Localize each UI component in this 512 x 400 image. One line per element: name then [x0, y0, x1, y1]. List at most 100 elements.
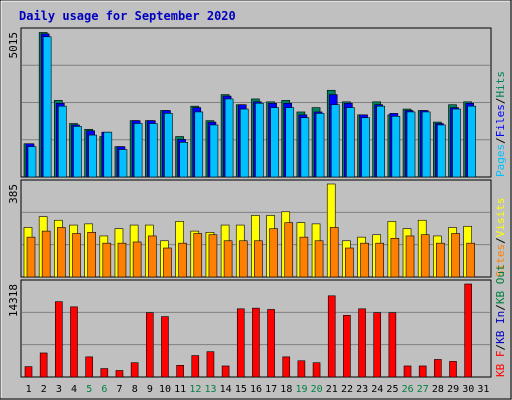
bar-kb-f-day-9 [145, 312, 154, 378]
bar-kb-f-day-29 [449, 361, 457, 378]
bar-kb-f-day-10 [161, 316, 169, 378]
bar-sites-day-9 [147, 235, 157, 278]
legend-entry: Hits [494, 71, 507, 98]
x-tick-day-27: 27 [417, 384, 429, 395]
bar-kb-f-day-30 [464, 283, 472, 378]
bar-sites-day-28 [436, 242, 445, 278]
bar-pages-day-21 [330, 104, 340, 178]
legend-entry: / [494, 304, 507, 311]
x-tick-day-26: 26 [402, 384, 414, 395]
bar-sites-day-16 [254, 240, 263, 278]
bar-pages-day-28 [437, 124, 446, 178]
bar-kb-f-day-4 [70, 306, 78, 378]
legend-entry: / [494, 137, 507, 144]
bar-pages-day-15 [239, 108, 249, 178]
bar-sites-day-15 [238, 240, 248, 278]
bar-pages-day-14 [224, 98, 234, 178]
bar-kb-f-day-14 [221, 365, 230, 378]
panel-visits-sites: 385 Sites/Visits [7, 179, 507, 278]
series-pages [27, 36, 476, 178]
bar-sites-day-20 [314, 240, 324, 278]
bar-pages-day-4 [73, 126, 82, 178]
bar-sites-day-7 [117, 242, 127, 278]
bar-pages-day-30 [467, 105, 476, 178]
bar-sites-day-24 [375, 242, 385, 278]
bar-sites-day-29 [451, 233, 460, 278]
x-tick-day-18: 18 [280, 384, 292, 395]
legend-entry: KB Out [494, 264, 507, 304]
x-tick-day-17: 17 [265, 384, 277, 395]
bar-pages-day-12 [194, 111, 204, 178]
x-tick-day-3: 3 [56, 384, 62, 395]
bar-pages-day-8 [133, 123, 143, 178]
legend-entry: / [494, 344, 507, 351]
bar-sites-day-12 [193, 233, 203, 278]
bar-pages-day-5 [88, 134, 97, 178]
bar-sites-day-27 [420, 234, 430, 278]
bar-pages-day-16 [255, 102, 264, 178]
bar-pages-day-19 [300, 117, 310, 178]
bar-pages-day-7 [118, 149, 128, 178]
bar-kb-f-day-2 [39, 352, 48, 378]
bar-kb-f-day-7 [115, 370, 124, 378]
bar-kb-f-day-20 [312, 362, 321, 378]
bar-kb-f-day-16 [252, 307, 260, 378]
bar-sites-day-18 [284, 222, 294, 278]
legend-entry: Visits [494, 198, 507, 238]
x-tick-day-23: 23 [356, 384, 368, 395]
x-tick-day-5: 5 [86, 384, 92, 395]
bar-pages-day-3 [58, 105, 67, 178]
bar-pages-day-18 [285, 107, 295, 178]
y-max-label: 385 [7, 184, 20, 204]
x-tick-day-4: 4 [71, 384, 77, 395]
bar-kb-f-day-23 [358, 308, 366, 378]
bar-pages-day-25 [391, 115, 401, 178]
x-tick-day-11: 11 [174, 384, 186, 395]
x-tick-day-10: 10 [159, 384, 171, 395]
bar-kb-f-day-5 [85, 356, 93, 378]
legend-entry: KB F [494, 351, 507, 378]
bar-pages-day-29 [452, 108, 461, 178]
bar-pages-day-13 [209, 124, 219, 178]
bar-kb-f-day-19 [297, 360, 306, 378]
x-tick-day-2: 2 [41, 384, 47, 395]
bar-pages-day-6 [103, 131, 113, 178]
series-kb-f [24, 283, 472, 378]
x-tick-day-21: 21 [326, 384, 338, 395]
x-tick-day-8: 8 [132, 384, 138, 395]
bar-sites-day-3 [57, 227, 66, 278]
bar-sites-day-23 [360, 242, 369, 278]
y-max-label: 5015 [7, 32, 20, 59]
legend-entry: Files [494, 104, 507, 137]
bar-sites-day-4 [72, 233, 81, 278]
bar-sites-day-13 [208, 234, 218, 278]
bar-kb-f-day-25 [388, 312, 397, 378]
x-tick-day-24: 24 [371, 384, 383, 395]
chart-panels: 5015Pages/Files/Hits385Sites/Visits14318… [7, 27, 507, 378]
bar-pages-day-10 [164, 113, 173, 178]
bar-kb-f-day-27 [418, 365, 427, 378]
bar-kb-f-day-15 [236, 308, 245, 378]
x-tick-day-6: 6 [101, 384, 107, 395]
bar-sites-day-14 [223, 240, 233, 278]
bar-sites-day-10 [163, 247, 172, 278]
bar-kb-f-day-22 [343, 314, 351, 378]
bar-kb-f-day-6 [100, 368, 109, 378]
bar-sites-day-2 [41, 230, 51, 278]
series-sites [26, 222, 475, 278]
x-tick-day-25: 25 [386, 384, 398, 395]
x-tick-day-1: 1 [26, 384, 32, 395]
bar-kb-f-day-13 [206, 351, 215, 378]
x-axis-day-labels: 1 2 3 4 5 6 7 8 9 10 11 12 13 14 15 16 17 18 19 20 21 22 23 24 2… [26, 384, 490, 395]
series-legend: KB F/KB In/KB Out [494, 264, 507, 377]
x-tick-day-29: 29 [447, 384, 459, 395]
x-tick-day-9: 9 [147, 384, 153, 395]
bar-kb-f-day-21 [327, 295, 336, 378]
bar-sites-day-26 [405, 235, 415, 278]
x-tick-day-15: 15 [235, 384, 247, 395]
x-tick-day-20: 20 [311, 384, 323, 395]
x-tick-day-14: 14 [220, 384, 232, 395]
x-tick-day-12: 12 [189, 384, 201, 395]
